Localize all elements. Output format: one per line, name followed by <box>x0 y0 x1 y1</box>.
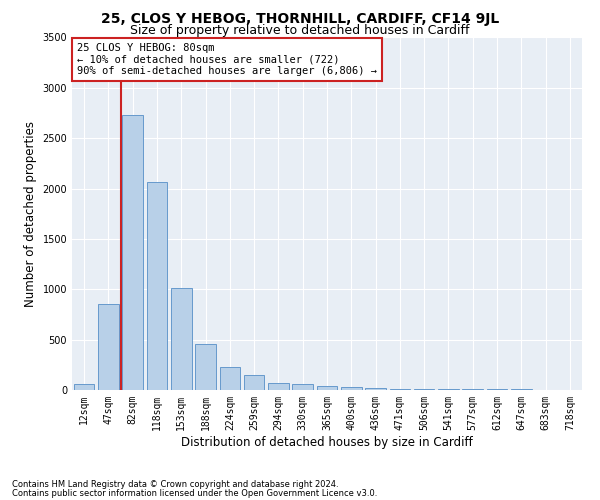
Bar <box>365 388 386 390</box>
Bar <box>341 387 362 390</box>
Bar <box>195 344 216 390</box>
Text: 25, CLOS Y HEBOG, THORNHILL, CARDIFF, CF14 9JL: 25, CLOS Y HEBOG, THORNHILL, CARDIFF, CF… <box>101 12 499 26</box>
Bar <box>244 376 265 390</box>
Bar <box>389 389 410 390</box>
Text: Contains HM Land Registry data © Crown copyright and database right 2024.: Contains HM Land Registry data © Crown c… <box>12 480 338 489</box>
Bar <box>268 383 289 390</box>
Text: 25 CLOS Y HEBOG: 80sqm
← 10% of detached houses are smaller (722)
90% of semi-de: 25 CLOS Y HEBOG: 80sqm ← 10% of detached… <box>77 43 377 76</box>
Bar <box>292 384 313 390</box>
X-axis label: Distribution of detached houses by size in Cardiff: Distribution of detached houses by size … <box>181 436 473 448</box>
Bar <box>98 304 119 390</box>
Bar <box>74 384 94 390</box>
Text: Contains public sector information licensed under the Open Government Licence v3: Contains public sector information licen… <box>12 488 377 498</box>
Bar <box>414 389 434 390</box>
Bar <box>122 115 143 390</box>
Text: Size of property relative to detached houses in Cardiff: Size of property relative to detached ho… <box>130 24 470 37</box>
Bar <box>171 288 191 390</box>
Bar <box>317 386 337 390</box>
Bar <box>220 367 240 390</box>
Y-axis label: Number of detached properties: Number of detached properties <box>24 120 37 306</box>
Bar <box>146 182 167 390</box>
